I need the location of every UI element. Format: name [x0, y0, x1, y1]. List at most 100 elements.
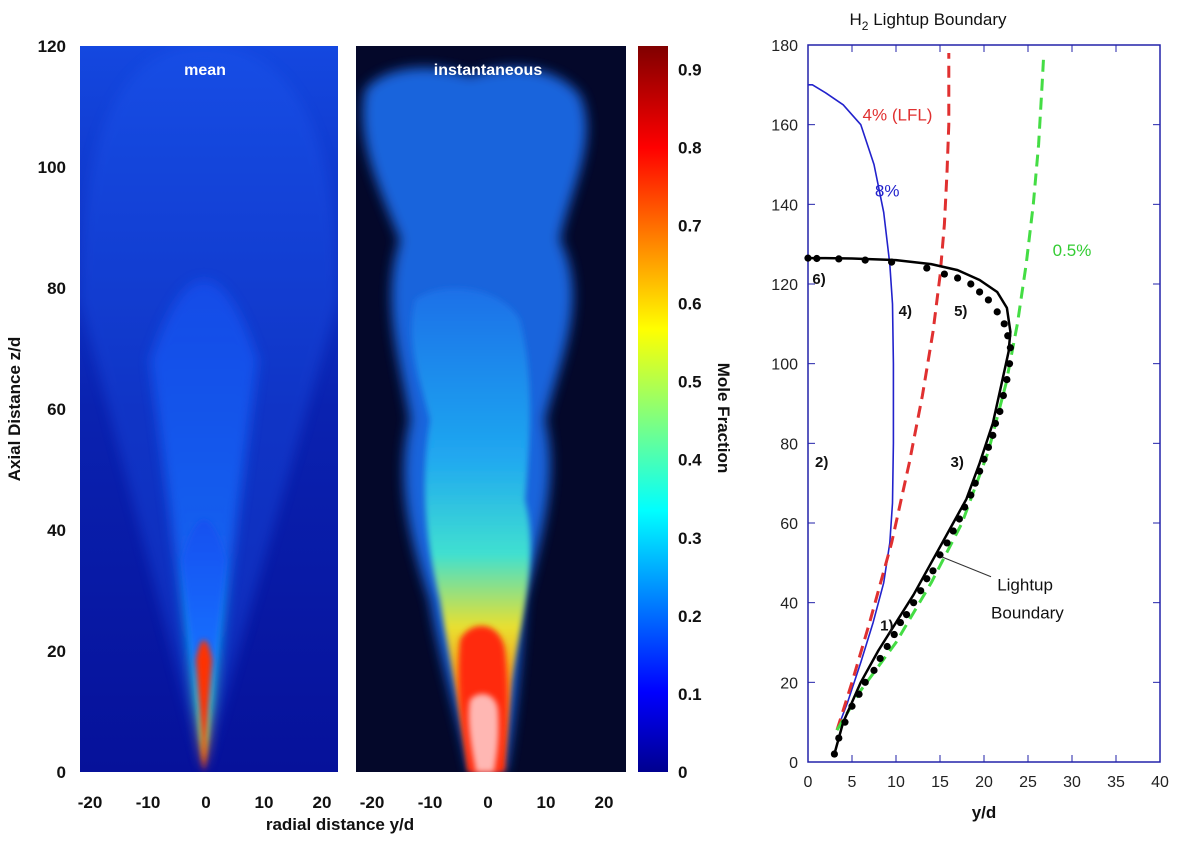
y-tick-label: 80 [780, 436, 798, 453]
annotation-label: 1) [880, 618, 893, 635]
y-tick-label: 180 [771, 38, 798, 55]
x-tick-label: 20 [595, 793, 614, 812]
measurement-point [971, 479, 979, 487]
instantaneous-panel: instantaneous [356, 46, 626, 772]
colorbar-tick-label: 0.2 [678, 607, 702, 626]
measurement-point [876, 654, 884, 663]
measurement-point [1000, 320, 1008, 328]
annotation-label: 2) [815, 454, 828, 471]
left-y-axis-label: Axial Distance z/d [5, 337, 24, 482]
left-y-tick-label: 40 [47, 521, 66, 540]
x-tick-label: -20 [360, 793, 385, 812]
chart-series [804, 52, 1046, 758]
measurement-point [902, 611, 911, 619]
instantaneous-panel-label: instantaneous [434, 62, 543, 79]
lightup-leader-line [941, 556, 992, 578]
mean-panel-label: mean [184, 62, 226, 79]
measurement-point [993, 308, 1001, 316]
colorbar-tick-label: 0.8 [678, 138, 702, 157]
annotation-label: Boundary [991, 604, 1064, 623]
measurement-point [888, 258, 896, 266]
colorbar-tick-label: 0.1 [678, 685, 702, 704]
chart-title: H2 Lightup Boundary [850, 10, 1007, 33]
x-tick-label: -10 [418, 793, 443, 812]
x-tick-label: 20 [313, 793, 332, 812]
colorbar-tick-label: 0 [678, 763, 687, 782]
measurement-point [984, 443, 993, 451]
measurement-point [835, 255, 843, 263]
x-tick-label: -10 [136, 793, 161, 812]
measurement-point [955, 515, 963, 523]
measurement-point [989, 431, 997, 439]
instantaneous-plume-peak [468, 694, 499, 772]
annotation-label: 5) [954, 303, 967, 320]
measurement-point [929, 567, 937, 575]
annotation-label: 3) [951, 454, 964, 471]
measurement-point [976, 288, 984, 296]
chart-x-axis-label: y/d [972, 803, 997, 822]
measurement-point [954, 274, 962, 282]
chart-annotations: 1) 2) 3) 4) 5) 6) 8% 4% (LFL) 0.5% Lightup Boundar… [812, 106, 1091, 635]
annotation-label: 4) [899, 303, 912, 320]
x-tick-label: 30 [1063, 774, 1081, 791]
annotation-label: Lightup [997, 576, 1053, 595]
measurement-point [883, 642, 891, 651]
left-y-tick-label: 60 [47, 400, 66, 419]
measurement-point [943, 539, 951, 547]
y-tick-label: 140 [771, 197, 798, 214]
measurement-point [940, 270, 949, 278]
left-y-tick-label: 20 [47, 642, 66, 661]
measurement-point [999, 391, 1007, 400]
left-y-tick-label: 100 [38, 158, 66, 177]
mean-plume-tip [196, 640, 212, 772]
measurement-point [848, 702, 856, 710]
y-tick-label: 100 [771, 357, 798, 374]
series-line-0 [808, 84, 895, 731]
measurement-point [976, 467, 984, 475]
measurement-point [1004, 332, 1012, 340]
measurement-point [910, 599, 918, 607]
y-tick-label: 60 [780, 516, 798, 533]
colorbar-tick-label: 0.9 [678, 60, 702, 79]
y-tick-label: 160 [771, 118, 798, 135]
x-tick-label: 5 [848, 774, 857, 791]
x-tick-label: 25 [1019, 774, 1037, 791]
x-tick-label: 0 [483, 793, 492, 812]
measurement-point [1003, 376, 1011, 384]
measurement-point [967, 491, 975, 499]
x-tick-label: 0 [804, 774, 813, 791]
measurement-point [855, 690, 863, 698]
measurement-point [861, 678, 869, 686]
left-y-tick-label: 120 [38, 37, 66, 56]
measurement-point [923, 575, 931, 583]
instantaneous-x-ticks: -20 -10 0 10 20 [360, 793, 614, 812]
measurement-point [984, 296, 993, 304]
series-line-3 [808, 256, 1012, 755]
colorbar-tick-label: 0.7 [678, 217, 702, 236]
measurement-point [923, 264, 931, 272]
measurement-point [936, 551, 944, 559]
left-x-axis-label: radial distance y/d [266, 815, 414, 834]
measurement-point [841, 718, 849, 726]
colorbar [638, 46, 668, 772]
measurement-point [980, 455, 988, 463]
measurement-point [996, 407, 1004, 416]
measurement-point [949, 527, 957, 535]
y-tick-label: 40 [780, 596, 798, 613]
x-tick-label: 10 [537, 793, 556, 812]
measurement-point [830, 750, 839, 758]
left-y-tick-label: 80 [47, 279, 66, 298]
x-tick-label: 40 [1151, 774, 1169, 791]
x-tick-label: 0 [201, 793, 210, 812]
series-line-1 [835, 53, 951, 731]
y-tick-label: 20 [780, 675, 798, 692]
colorbar-tick-label: 0.5 [678, 373, 702, 392]
colorbar-tick-label: 0.4 [678, 451, 702, 470]
measurement-point [813, 254, 821, 263]
annotation-label: 8% [875, 181, 900, 200]
x-tick-label: -20 [78, 793, 103, 812]
measurement-point [961, 503, 969, 511]
measurement-point [835, 734, 843, 742]
x-tick-label: 20 [975, 774, 993, 791]
